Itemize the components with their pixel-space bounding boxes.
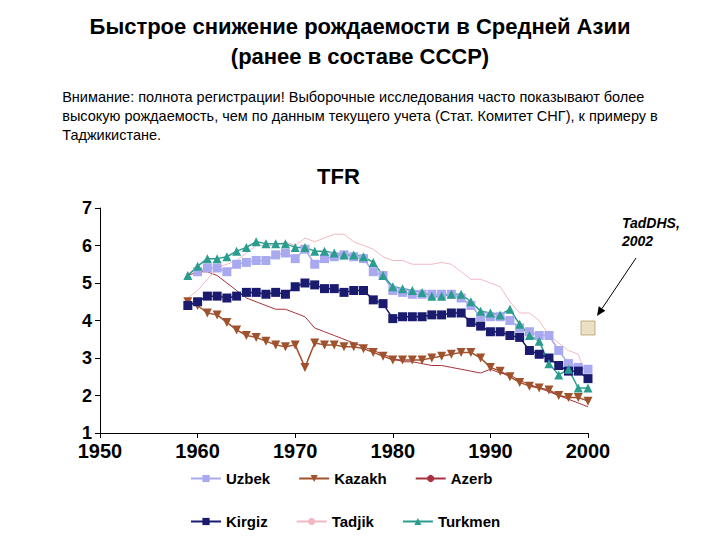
svg-text:1970: 1970: [273, 440, 318, 462]
svg-text:7: 7: [82, 198, 92, 218]
svg-text:Uzbek: Uzbek: [226, 470, 271, 487]
svg-text:1950: 1950: [78, 440, 123, 462]
svg-text:Быстрое снижение рождаемости в: Быстрое снижение рождаемости в Средней А…: [90, 14, 631, 39]
svg-text:Tadjik: Tadjik: [332, 513, 375, 530]
svg-text:3: 3: [82, 348, 92, 368]
svg-text:Kirgiz: Kirgiz: [226, 513, 268, 530]
svg-text:Kazakh: Kazakh: [334, 470, 387, 487]
svg-text:(ранее в составе СССР): (ранее в составе СССР): [231, 44, 489, 69]
svg-text:TadDHS,: TadDHS,: [622, 215, 680, 231]
svg-text:2: 2: [82, 386, 92, 406]
svg-text:Azerb: Azerb: [451, 470, 493, 487]
svg-text:4: 4: [82, 311, 92, 331]
svg-text:1: 1: [82, 423, 92, 443]
svg-text:Таджикистане.: Таджикистане.: [62, 127, 161, 143]
svg-text:1960: 1960: [175, 440, 220, 462]
svg-text:1980: 1980: [371, 440, 416, 462]
svg-text:5: 5: [82, 273, 92, 293]
svg-text:высокую рождаемость, чем по да: высокую рождаемость, чем по данным текущ…: [62, 108, 658, 124]
svg-text:1990: 1990: [468, 440, 513, 462]
svg-text:2002: 2002: [621, 233, 653, 249]
svg-text:2000: 2000: [566, 440, 611, 462]
svg-text:TFR: TFR: [317, 164, 360, 189]
svg-text:Turkmen: Turkmen: [438, 513, 500, 530]
svg-text:Внимание: полнота регистрации!: Внимание: полнота регистрации! Выборочны…: [62, 89, 644, 105]
svg-text:6: 6: [82, 236, 92, 256]
